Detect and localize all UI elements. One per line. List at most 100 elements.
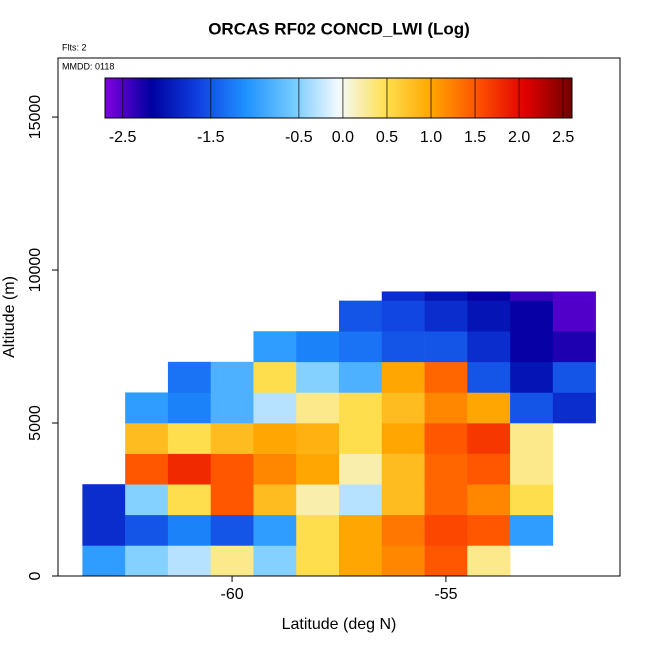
heatmap-cell [424, 484, 468, 516]
heatmap-cell [424, 331, 468, 363]
heatmap-cell [467, 423, 511, 454]
heatmap-cell [125, 545, 169, 577]
heatmap-cell [381, 361, 425, 393]
heatmap-cell [552, 300, 596, 332]
heatmap-cell [467, 300, 511, 332]
heatmap-cell [381, 300, 425, 332]
heatmap-cell [467, 453, 511, 485]
heatmap-cell [167, 423, 211, 454]
colorbar-tick-label: -0.5 [285, 129, 313, 146]
heatmap-cell [167, 545, 211, 577]
heatmap-cell [510, 331, 554, 363]
plot-frame [57, 57, 621, 577]
heatmap-cell [467, 484, 511, 516]
heatmap-cell [82, 545, 126, 577]
heatmap-cell [167, 484, 211, 516]
colorbar-tick-label: 1.5 [464, 129, 486, 146]
heatmap-cell [552, 331, 596, 363]
heatmap-cell [210, 453, 254, 485]
heatmap-cell [339, 484, 383, 516]
heatmap-cell [339, 453, 383, 485]
heatmap-cell [253, 331, 297, 363]
heatmap-cell [339, 423, 383, 454]
heatmap-cell [381, 484, 425, 516]
heatmap-cell [339, 361, 383, 393]
heatmap-cell [296, 514, 340, 546]
heatmap-cell [253, 423, 297, 454]
heatmap-cell [253, 392, 297, 424]
heatmap-cell [467, 291, 511, 301]
heatmap-cell [339, 331, 383, 363]
heatmap-cell [467, 361, 511, 393]
heatmap-cell [381, 392, 425, 424]
chart-title: ORCAS RF02 CONCD_LWI (Log) [208, 19, 470, 38]
subtitle: Flts: 2 [62, 42, 87, 52]
heatmap-cell [424, 361, 468, 393]
heatmap-cell [296, 453, 340, 485]
heatmap-cell [339, 514, 383, 546]
heatmap-cell [381, 453, 425, 485]
heatmap-cell [424, 300, 468, 332]
annotation: MMDD: 0118 [62, 61, 114, 71]
heatmap-cell [210, 545, 254, 577]
heatmap-cell [510, 514, 554, 546]
heatmap-cell [467, 545, 511, 577]
heatmap-cell [424, 291, 468, 301]
colorbar-tick-label: 1.0 [420, 129, 442, 146]
heatmap-cell [510, 392, 554, 424]
heatmap-cell [210, 392, 254, 424]
heatmap-cell [167, 392, 211, 424]
heatmap-cell [467, 331, 511, 363]
heatmap-cell [381, 291, 425, 301]
heatmap-cell [381, 545, 425, 577]
colorbar [104, 77, 573, 119]
heatmap-cell [125, 453, 169, 485]
heatmap-cell [125, 514, 169, 546]
heatmap-cell [210, 514, 254, 546]
x-tick-label: -60 [221, 586, 244, 603]
heatmap-cell [167, 453, 211, 485]
heatmap-cell [210, 484, 254, 516]
y-tick-label: 15000 [27, 95, 44, 140]
colorbar-tick-label: 0.5 [376, 129, 398, 146]
heatmap-cell [510, 484, 554, 516]
heatmap-cell [125, 423, 169, 454]
y-tick-label: 5000 [27, 405, 44, 441]
heatmap-cell [296, 423, 340, 454]
heatmap-cell [296, 545, 340, 577]
heatmap-cell [424, 514, 468, 546]
heatmap-cell [424, 453, 468, 485]
heatmap-cell [82, 514, 126, 546]
colorbar-tick-label: 0.0 [332, 129, 354, 146]
heatmap-cell [339, 392, 383, 424]
heatmap-cell [510, 300, 554, 332]
heatmap-cell [82, 484, 126, 516]
x-axis-label: Latitude (deg N) [282, 616, 397, 633]
colorbar-tick-label: -1.5 [197, 129, 225, 146]
heatmap-cell [296, 484, 340, 516]
heatmap-cell [167, 514, 211, 546]
heatmap-cell [510, 423, 554, 454]
heatmap-cell [467, 514, 511, 546]
heatmap-cell [381, 423, 425, 454]
heatmap-cell [339, 545, 383, 577]
heatmap-cell [253, 453, 297, 485]
heatmap-cell [424, 392, 468, 424]
heatmap-cell [510, 291, 554, 301]
colorbar-tick-label: 2.0 [508, 129, 530, 146]
y-tick-label: 10000 [27, 248, 44, 293]
heatmap-cell [125, 484, 169, 516]
heatmap [82, 291, 596, 577]
colorbar-tick-label: -2.5 [109, 129, 137, 146]
y-tick-label: 0 [27, 571, 44, 580]
heatmap-cell [167, 361, 211, 393]
heatmap-cell [253, 361, 297, 393]
colorbar-tick-label: 2.5 [552, 129, 574, 146]
heatmap-cell [253, 484, 297, 516]
heatmap-cell [510, 453, 554, 485]
heatmap-cell [296, 361, 340, 393]
heatmap-cell [467, 392, 511, 424]
heatmap-cell [253, 545, 297, 577]
heatmap-cell [424, 545, 468, 577]
